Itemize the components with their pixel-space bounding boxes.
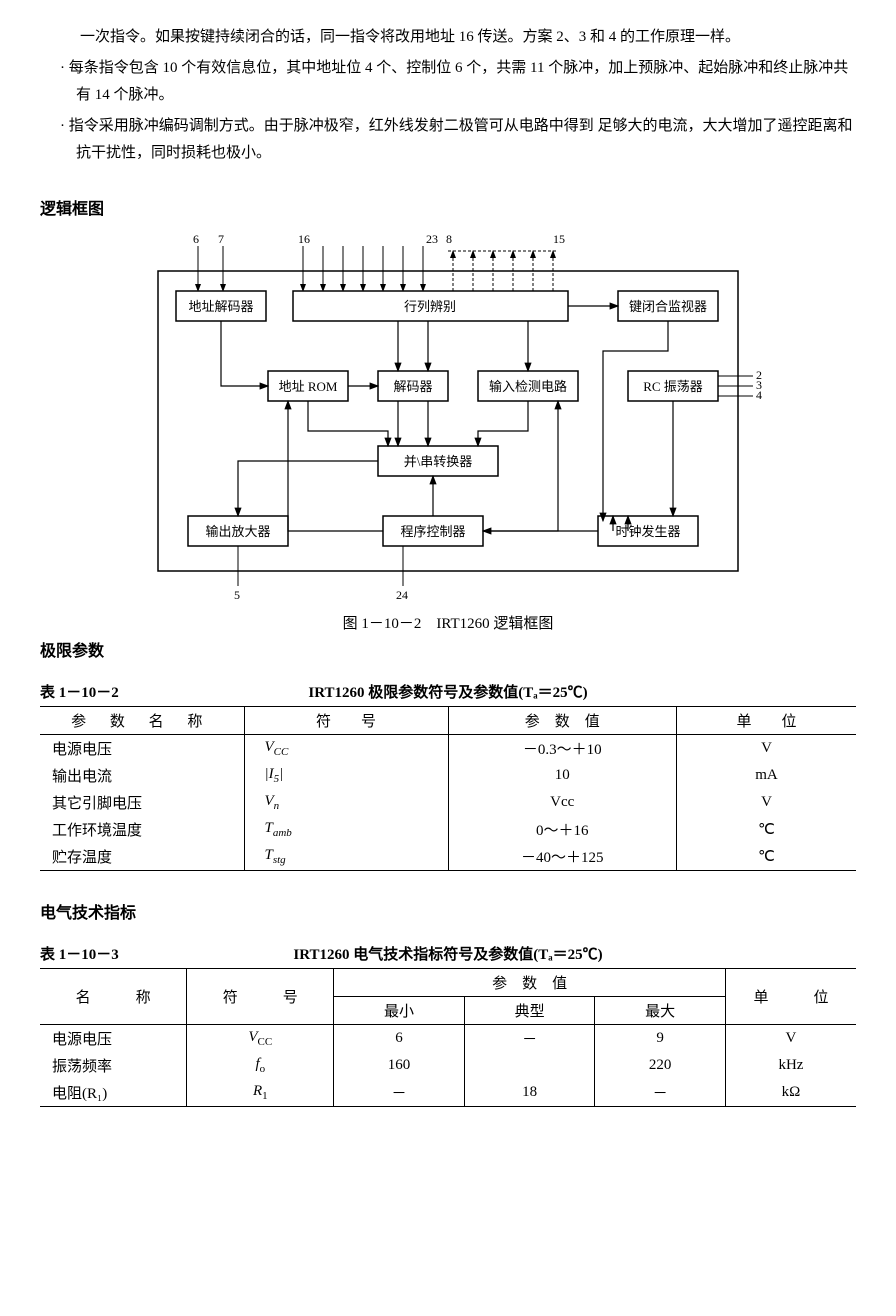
pin-16: 16 <box>298 232 310 246</box>
table-row: 振荡频率fo160220kHz <box>40 1052 856 1079</box>
paragraph-continue: 一次指令。如果按键持续闭合的话，同一指令将改用地址 16 传送。方案 2、3 和… <box>80 24 856 51</box>
table-limit-params: 参 数 名 称 符 号 参 数 值 单 位 电源电压VCC－0.3～＋10V输出… <box>40 706 856 871</box>
table-row: 电源电压VCC6－9V <box>40 1025 856 1053</box>
pin-7: 7 <box>218 232 224 246</box>
pin-6: 6 <box>193 232 199 246</box>
svg-text:输入检测电路: 输入检测电路 <box>489 379 567 394</box>
svg-text:行列辨别: 行列辨别 <box>404 299 456 314</box>
svg-text:输出放大器: 输出放大器 <box>205 524 270 539</box>
table-row: 贮存温度Tstg－40～＋125℃ <box>40 843 856 871</box>
svg-text:地址 ROM: 地址 ROM <box>279 379 338 394</box>
section-elec-title: 电气技术指标 <box>40 899 856 923</box>
svg-text:地址解码器: 地址解码器 <box>188 299 253 314</box>
svg-text:时钟发生器: 时钟发生器 <box>615 524 680 539</box>
table-row: 输出电流|I5|10mA <box>40 762 856 789</box>
table-row: 电源电压VCC－0.3～＋10V <box>40 735 856 763</box>
pin-5: 5 <box>234 588 240 601</box>
svg-text:键闭合监视器: 键闭合监视器 <box>629 299 707 314</box>
pin-4: 4 <box>756 388 762 402</box>
svg-text:解码器: 解码器 <box>393 379 432 394</box>
block-diagram: 6 7 16 23 8 15 地址解码器 行列辨别 键闭合监视器 地址 ROM <box>128 231 768 606</box>
table-row: 其它引脚电压VnVccV <box>40 789 856 816</box>
pin-24: 24 <box>396 588 408 601</box>
svg-text:并\串转换器: 并\串转换器 <box>404 454 473 469</box>
table1-title: 表 1－10－2 IRT1260 极限参数符号及参数值(Tₐ＝25℃) <box>40 681 856 702</box>
section-logic-title: 逻辑框图 <box>40 195 856 219</box>
svg-text:程序控制器: 程序控制器 <box>400 524 465 539</box>
table-row: 电阻(R₁)R1－18－kΩ <box>40 1079 856 1107</box>
svg-text:RC 振荡器: RC 振荡器 <box>643 379 703 394</box>
table2-title: 表 1－10－3 IRT1260 电气技术指标符号及参数值(Tₐ＝25℃) <box>40 943 856 964</box>
table-elec-params: 名 称 符 号 参 数 值 单 位 最小 典型 最大 电源电压VCC6－9V振荡… <box>40 968 856 1107</box>
table-row: 工作环境温度Tamb0～＋16℃ <box>40 816 856 843</box>
pin-15: 15 <box>553 232 565 246</box>
pin-8: 8 <box>446 232 452 246</box>
diagram-caption: 图 1－10－2 IRT1260 逻辑框图 <box>40 612 856 633</box>
bullet-1: · 每条指令包含 10 个有效信息位，其中地址位 4 个、控制位 6 个，共需 … <box>60 55 856 109</box>
section-limit-title: 极限参数 <box>40 637 856 661</box>
bullet-2: · 指令采用脉冲编码调制方式。由于脉冲极窄，红外线发射二极管可从电路中得到 足够… <box>60 113 856 167</box>
pin-23: 23 <box>426 232 438 246</box>
